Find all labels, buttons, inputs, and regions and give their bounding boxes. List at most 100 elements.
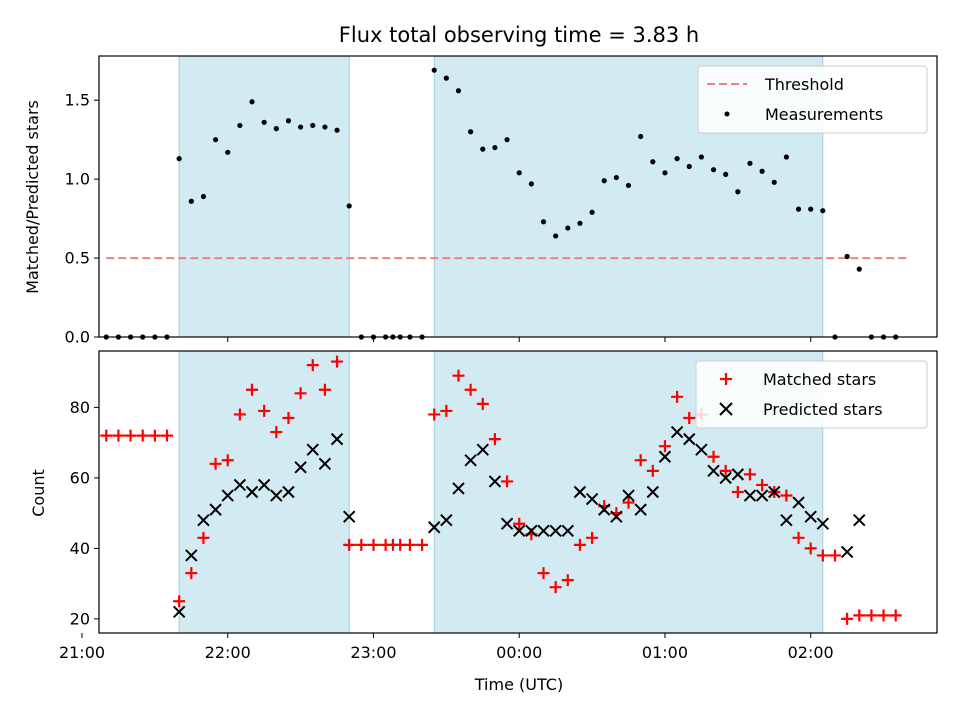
predicted-star-point (755, 489, 769, 502)
measurement-point (613, 174, 619, 181)
measurement-point (443, 75, 449, 81)
matched-star-point (476, 397, 489, 410)
measurement-point (528, 181, 534, 187)
counts-y-axis: 20 40 60 80 (70, 398, 99, 628)
measurement-point (662, 170, 668, 176)
measurement-point (650, 159, 656, 165)
counts-legend: Matched stars Predicted stars (695, 360, 928, 429)
matched-star-point (161, 429, 174, 442)
matched-star-point (731, 486, 744, 498)
predicted-star-point (185, 549, 198, 562)
matched-star-point (634, 454, 647, 467)
measurement-point (273, 126, 279, 132)
measurement-point (455, 88, 462, 94)
matched-star-point (756, 478, 769, 491)
chart-title: Flux total observing time = 3.83 h (339, 23, 699, 47)
measurement-point (856, 266, 862, 272)
measurement-point (492, 144, 498, 151)
matched-star-point (331, 355, 344, 368)
matched-star-point (343, 538, 356, 551)
predicted-stars-series (172, 425, 866, 619)
matched-star-point (828, 549, 841, 562)
matched-star-point (124, 429, 137, 442)
y-tick-label: 20 (70, 609, 90, 628)
x-axis-label: Time (UTC) (474, 675, 563, 694)
matched-star-point (513, 517, 526, 530)
measurement-point (747, 160, 753, 166)
predicted-star-point (427, 521, 441, 534)
predicted-star-point (780, 513, 793, 527)
matched-star-point (586, 531, 599, 544)
measurements-legend-swatch (724, 111, 730, 117)
matched-star-point (464, 383, 477, 396)
measurement-point (310, 122, 316, 129)
predicted-star-point (330, 432, 344, 446)
predicted-star-point (719, 471, 732, 485)
matched-star-point (197, 531, 210, 544)
measurement-point (735, 189, 741, 195)
measurement-point (844, 253, 850, 260)
measurement-point (601, 178, 607, 184)
predicted-star-point (257, 478, 271, 492)
matched-star-point (233, 408, 246, 421)
predicted-star-point (525, 524, 538, 537)
measurement-point (504, 137, 510, 143)
counts-plot-frame (98, 350, 938, 634)
matched-star-point (318, 383, 331, 396)
measurement-point (638, 133, 644, 140)
predicted-star-point (513, 524, 526, 537)
predicted-star-point (646, 485, 660, 499)
measurement-point (261, 119, 267, 125)
predicted-star-point (683, 432, 696, 446)
matched-star-point (549, 581, 562, 594)
predicted-star-point (853, 513, 866, 527)
measurement-point (698, 154, 704, 160)
predicted-star-point (658, 450, 672, 463)
matched-star-point (452, 369, 465, 382)
matched-star-point (416, 538, 429, 551)
counts-x-axis: 21:00 22:00 23:00 00:00 01:00 02:00 (59, 633, 834, 662)
measurement-point (468, 129, 474, 135)
predicted-star-point (245, 485, 259, 499)
measurement-point (723, 171, 729, 177)
y-tick-label: 40 (70, 539, 90, 558)
matched-star-point (671, 390, 684, 403)
measurement-point (237, 122, 243, 129)
measurement-point (553, 233, 559, 239)
predicted-star-point (537, 524, 550, 537)
matched-star-point (792, 531, 805, 544)
matched-legend-swatch (720, 373, 732, 385)
predicted-star-point (342, 510, 356, 523)
matched-star-point (743, 468, 756, 481)
matched-star-point (561, 574, 574, 587)
predicted-star-point (221, 489, 234, 502)
counts-legend-box (695, 360, 928, 429)
matched-star-point (112, 429, 125, 442)
measurement-point (577, 220, 583, 226)
ratio-legend: Threshold Measurements (697, 65, 928, 134)
matched-star-point (501, 475, 514, 488)
shaded-interval-0 (178, 350, 350, 634)
matched-star-point (367, 538, 380, 551)
measurement-point (334, 127, 340, 133)
predicted-legend-swatch (719, 402, 733, 416)
measurement-point (820, 208, 826, 214)
matched-star-point (428, 408, 441, 421)
predicted-star-point (634, 503, 647, 516)
measurements-legend-label: Measurements (765, 105, 883, 124)
y-tick-label: 0.5 (65, 249, 90, 268)
predicted-star-point (743, 489, 757, 502)
x-tick-label: 23:00 (350, 643, 396, 662)
measurement-point (710, 167, 717, 173)
matched-star-point (209, 457, 222, 470)
matched-star-point (403, 538, 416, 551)
matched-star-point (306, 359, 319, 372)
x-tick-label: 02:00 (788, 643, 834, 662)
ratio-plot-frame (98, 55, 938, 338)
predicted-star-point (464, 454, 477, 467)
matched-star-point (780, 489, 793, 502)
predicted-star-point (670, 425, 684, 439)
x-tick-label: 01:00 (642, 643, 688, 662)
measurement-point (225, 149, 231, 155)
ratio-shaded-intervals (178, 55, 824, 338)
